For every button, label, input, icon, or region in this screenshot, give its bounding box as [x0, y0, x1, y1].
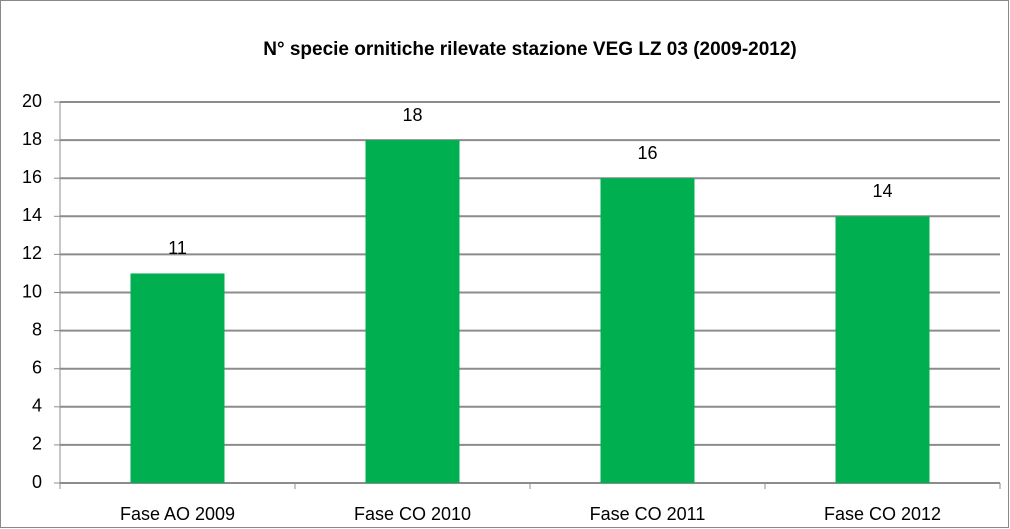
x-tick-label: Fase CO 2012	[824, 504, 941, 524]
chart-title: N° specie ornitiche rilevate stazione VE…	[263, 39, 796, 60]
y-tick-label: 4	[32, 396, 42, 416]
bar	[835, 216, 930, 484]
x-tick-label: Fase AO 2009	[120, 504, 235, 524]
y-tick-label: 20	[22, 91, 42, 111]
y-tick-label: 14	[22, 205, 42, 225]
y-tick-label: 0	[32, 472, 42, 492]
data-label: 18	[402, 105, 422, 125]
bar	[130, 273, 225, 483]
y-tick-label: 12	[22, 243, 42, 263]
x-tick-label: Fase CO 2011	[590, 504, 706, 524]
y-tick-label: 18	[22, 129, 42, 149]
y-tick-label: 2	[32, 434, 42, 454]
y-tick-label: 6	[32, 357, 42, 377]
data-label: 14	[872, 181, 892, 201]
x-tick-label: Fase CO 2010	[354, 504, 471, 524]
bar	[600, 178, 695, 483]
bar	[365, 140, 460, 483]
data-label: 16	[637, 143, 657, 163]
y-tick-label: 10	[22, 281, 42, 301]
y-tick-label: 16	[22, 167, 42, 187]
data-label: 11	[168, 238, 187, 258]
y-tick-label: 8	[32, 319, 42, 339]
